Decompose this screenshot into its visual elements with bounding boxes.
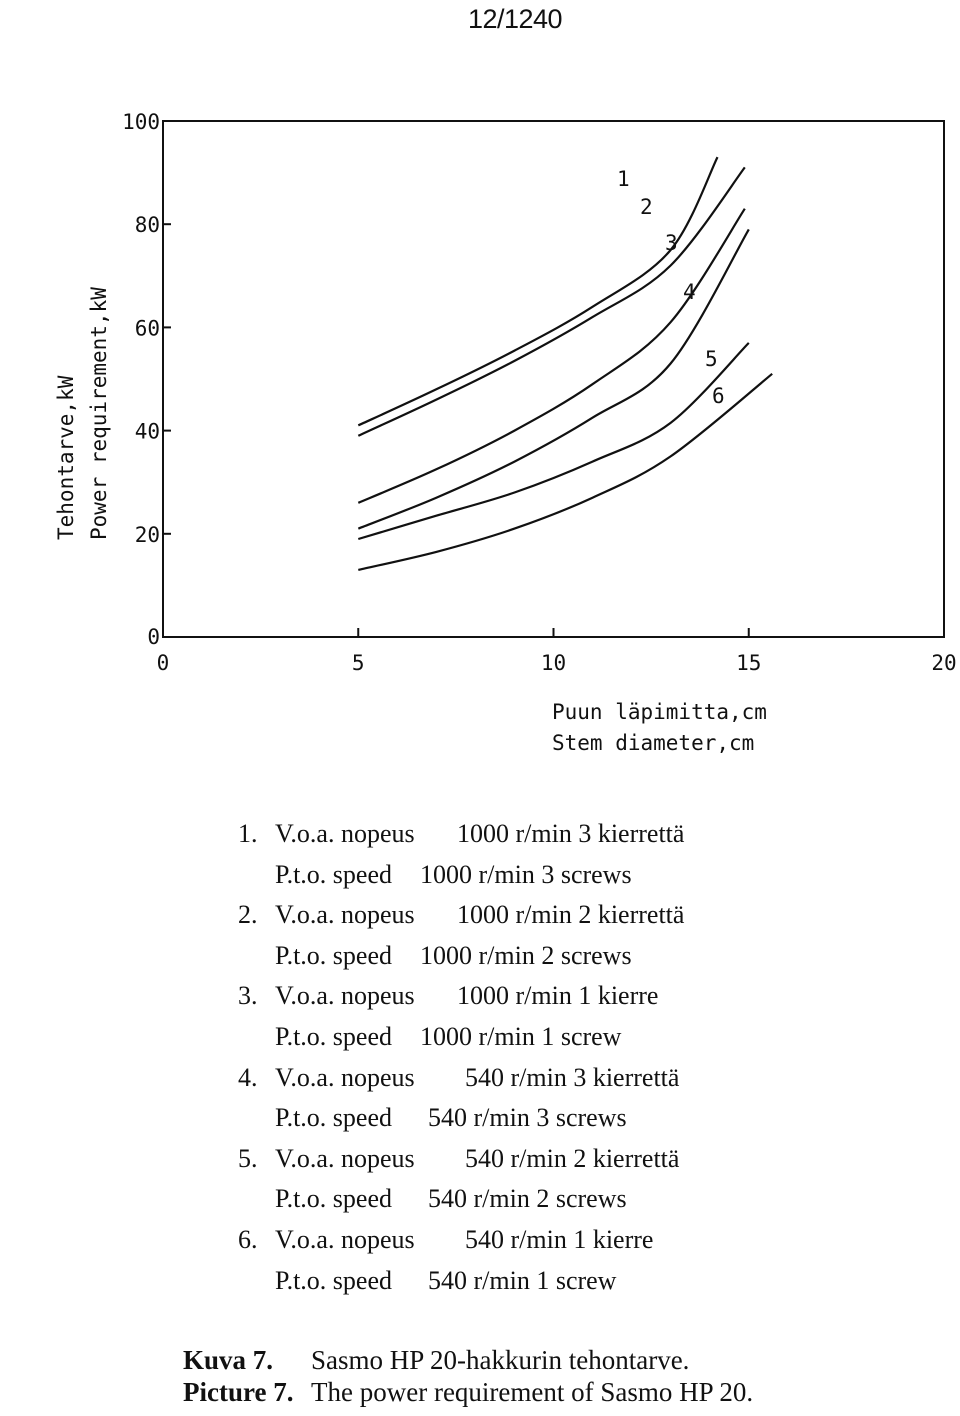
x-axis-title-line-2: Stem diameter,cm xyxy=(552,731,754,755)
series-label-4: 4 xyxy=(683,280,696,304)
legend-row-fi: 1. V.o.a. nopeus 1000 r/min 3 kierrettä xyxy=(238,814,684,855)
legend-row-en: P.t.o. speed 1000 r/min 2 screws xyxy=(238,936,684,977)
legend-label-fi: V.o.a. nopeus xyxy=(275,981,415,1011)
caption-label: Kuva 7. xyxy=(183,1345,274,1375)
legend-item: 4. V.o.a. nopeus 540 r/min 3 kierrettä P.t.… xyxy=(238,1058,684,1139)
legend-value-fi: 540 r/min 1 kierre xyxy=(465,1224,654,1254)
legend-row-fi: 2. V.o.a. nopeus 1000 r/min 2 kierrettä xyxy=(238,895,684,936)
y-axis-title: Tehontarve,kW Power requirement,kW xyxy=(54,287,111,540)
legend-row-en: P.t.o. speed 1000 r/min 1 screw xyxy=(238,1017,684,1058)
x-axis-ticks: 0 5 10 15 20 xyxy=(157,628,957,675)
plot-frame xyxy=(162,120,945,638)
series-label-1: 1 xyxy=(617,167,630,191)
legend-value-fi: 1000 r/min 2 kierrettä xyxy=(457,900,685,930)
legend-value-fi: 540 r/min 2 kierrettä xyxy=(465,1143,680,1173)
legend-label-fi: V.o.a. nopeus xyxy=(275,1224,415,1254)
series-label-6: 6 xyxy=(712,384,725,408)
y-tick-label: 80 xyxy=(135,213,160,237)
legend-number: 5. xyxy=(238,1143,258,1173)
x-tick-label: 15 xyxy=(736,651,761,675)
y-tick-label: 0 xyxy=(147,625,160,649)
legend-value-fi: 1000 r/min 1 kierre xyxy=(457,981,659,1011)
legend-label-fi: V.o.a. nopeus xyxy=(275,1062,415,1092)
series-line-3 xyxy=(357,208,746,504)
y-tick-label: 100 xyxy=(122,110,160,134)
legend-value-en: 540 r/min 1 screw xyxy=(428,1265,617,1295)
legend-value-en: 1000 r/min 3 screws xyxy=(420,859,632,889)
caption-row-fi: Kuva 7. Sasmo HP 20-hakkurin tehontarve. xyxy=(183,1344,753,1376)
legend-label-en: P.t.o. speed xyxy=(275,1103,392,1133)
x-tick-label: 5 xyxy=(352,651,365,675)
x-axis-title-line-1: Puun läpimitta,cm xyxy=(552,700,767,724)
legend-label-fi: V.o.a. nopeus xyxy=(275,900,415,930)
figure-caption: Kuva 7. Sasmo HP 20-hakkurin tehontarve.… xyxy=(183,1344,753,1408)
legend-value-fi: 540 r/min 3 kierrettä xyxy=(465,1062,680,1092)
series-line-1 xyxy=(357,156,719,427)
caption-text: The power requirement of Sasmo HP 20. xyxy=(311,1377,754,1407)
legend-row-fi: 6. V.o.a. nopeus 540 r/min 1 kierre xyxy=(238,1220,684,1261)
legend-row-en: P.t.o. speed 540 r/min 2 screws xyxy=(238,1179,684,1220)
x-axis-title: Puun läpimitta,cm Stem diameter,cm xyxy=(552,700,767,755)
legend-value-en: 540 r/min 3 screws xyxy=(428,1103,627,1133)
y-axis-title-line-1: Tehontarve,kW xyxy=(54,375,78,540)
legend-number: 2. xyxy=(238,900,258,930)
legend-label-fi: V.o.a. nopeus xyxy=(275,819,415,848)
legend-number: 3. xyxy=(238,981,258,1011)
y-tick-label: 40 xyxy=(135,420,160,444)
y-axis-ticks: 0 20 40 60 80 100 xyxy=(122,110,171,649)
legend-row-en: P.t.o. speed 540 r/min 3 screws xyxy=(238,1098,684,1139)
page-number: 12/1240 xyxy=(467,4,563,34)
legend-number: 1. xyxy=(238,819,258,848)
legend-item: 6. V.o.a. nopeus 540 r/min 1 kierre P.t.o. … xyxy=(238,1220,684,1301)
legend-number: 6. xyxy=(238,1224,258,1254)
legend-number: 4. xyxy=(238,1062,258,1092)
legend-item: 1. V.o.a. nopeus 1000 r/min 3 kierrettä P.t… xyxy=(238,814,684,895)
series-line-6 xyxy=(358,372,773,571)
series-label-5: 5 xyxy=(705,347,718,371)
legend-label-en: P.t.o. speed xyxy=(275,859,392,889)
legend-label-en: P.t.o. speed xyxy=(275,940,392,970)
legend-label-fi: V.o.a. nopeus xyxy=(275,1143,415,1173)
curve-legend: 1. V.o.a. nopeus 1000 r/min 3 kierrettä P.t… xyxy=(238,814,684,1301)
legend-item: 5. V.o.a. nopeus 540 r/min 2 kierrettä P.t.… xyxy=(238,1139,684,1220)
y-tick-label: 60 xyxy=(135,316,160,340)
y-tick-label: 20 xyxy=(135,523,160,547)
series-lines xyxy=(357,156,773,571)
caption-row-en: Picture 7. The power requirement of Sasm… xyxy=(183,1376,753,1408)
legend-value-fi: 1000 r/min 3 kierrettä xyxy=(457,819,685,848)
legend-row-en: P.t.o. speed 1000 r/min 3 screws xyxy=(238,855,684,896)
legend-item: 3. V.o.a. nopeus 1000 r/min 1 kierre P.t.o.… xyxy=(238,976,684,1057)
legend-row-fi: 5. V.o.a. nopeus 540 r/min 2 kierrettä xyxy=(238,1139,684,1180)
series-line-2 xyxy=(357,166,746,437)
y-axis-title-line-2: Power requirement,kW xyxy=(87,287,111,540)
x-tick-label: 0 xyxy=(157,651,170,675)
caption-label: Picture 7. xyxy=(183,1377,294,1407)
series-labels: 123 4 5 6 xyxy=(617,167,725,408)
legend-label-en: P.t.o. speed xyxy=(275,1021,392,1051)
power-requirement-chart: 0 20 40 60 80 100 0 5 10 15 20 123 4 5 6 Tehontarve,… xyxy=(54,110,957,755)
legend-item: 2. V.o.a. nopeus 1000 r/min 2 kierrettä P.t… xyxy=(238,895,684,976)
series-line-4 xyxy=(357,228,750,530)
series-line-5 xyxy=(357,342,750,541)
x-tick-label: 20 xyxy=(931,651,956,675)
x-tick-label: 10 xyxy=(541,651,566,675)
legend-label-en: P.t.o. speed xyxy=(275,1265,392,1295)
legend-row-en: P.t.o. speed 540 r/min 1 screw xyxy=(238,1261,684,1302)
series-label-3: 3 xyxy=(665,231,678,255)
series-label-2: 2 xyxy=(640,195,653,219)
caption-text: Sasmo HP 20-hakkurin tehontarve. xyxy=(311,1345,690,1375)
legend-value-en: 1000 r/min 1 screw xyxy=(420,1021,622,1051)
legend-value-en: 1000 r/min 2 screws xyxy=(420,940,632,970)
legend-label-en: P.t.o. speed xyxy=(275,1184,392,1214)
legend-row-fi: 4. V.o.a. nopeus 540 r/min 3 kierrettä xyxy=(238,1058,684,1099)
legend-value-en: 540 r/min 2 screws xyxy=(428,1184,627,1214)
legend-row-fi: 3. V.o.a. nopeus 1000 r/min 1 kierre xyxy=(238,976,684,1017)
